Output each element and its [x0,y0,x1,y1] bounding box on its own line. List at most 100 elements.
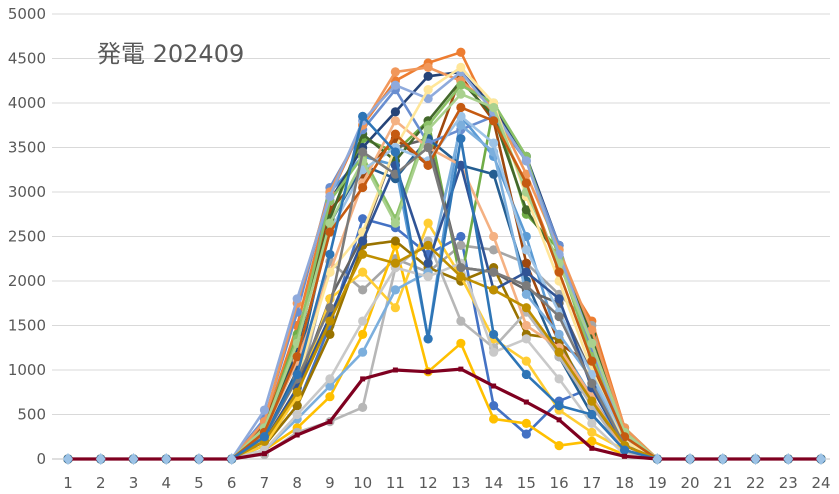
series-line [66,66,823,461]
series-line [66,115,823,461]
data-point [521,245,531,255]
data-point [292,409,302,420]
data-point [390,116,400,126]
data-point [327,419,333,425]
x-tick-label: 3 [129,474,139,492]
data-point [489,116,499,126]
data-point [423,125,433,135]
data-point [554,312,564,322]
series-line [66,75,823,461]
data-point [423,142,433,153]
series-line [66,137,823,461]
series-line [66,70,823,461]
y-tick-label: 500 [17,406,46,424]
data-point [423,160,433,170]
data-point [456,160,466,170]
series-8 [63,71,826,464]
data-point [456,47,466,57]
data-point [521,356,531,366]
data-point [325,374,335,384]
data-point [489,401,499,411]
data-point [358,249,368,259]
data-point [587,356,597,366]
data-point [489,169,499,179]
data-point [521,156,531,166]
series-24 [63,89,826,464]
series-line [66,124,823,461]
data-point [325,249,335,259]
data-point [554,294,564,304]
data-point [360,376,366,382]
data-point [358,402,368,412]
x-tick-label: 9 [325,474,335,492]
data-point [587,378,597,388]
series-line [66,66,823,461]
data-point [554,441,564,451]
series-group [63,47,826,465]
data-point [456,271,466,282]
data-point [259,432,270,442]
data-point [587,409,597,420]
data-point [358,111,368,121]
y-tick-label: 0 [36,450,46,468]
data-point [456,80,466,90]
series-23 [63,111,826,464]
data-point [521,369,531,380]
data-point [390,129,400,139]
data-point [325,191,335,202]
data-point [325,316,335,326]
y-tick-label: 4000 [8,94,46,112]
data-point [358,316,368,326]
data-point [226,453,237,465]
data-point [521,280,531,291]
data-point [456,338,466,348]
data-point [390,285,400,295]
data-point [489,231,499,242]
data-point [587,436,597,446]
data-point [390,236,400,246]
data-point [456,316,466,326]
data-point [325,381,335,391]
x-tick-label: 6 [227,474,237,492]
data-point [423,240,433,250]
series-line [66,367,823,461]
series-line [66,70,823,461]
data-point [390,303,400,313]
series-19 [63,67,826,464]
data-point [587,338,597,348]
series-line [66,217,823,461]
y-tick-label: 5000 [8,5,46,23]
data-point [390,147,400,157]
data-point [358,182,368,193]
data-point [259,405,270,415]
data-point [489,329,499,339]
x-tick-label: 8 [292,474,302,492]
data-point [489,102,499,113]
data-point [521,429,531,439]
series-line [66,83,823,461]
data-point [587,427,597,437]
series-line [66,137,823,461]
data-point [652,453,663,465]
data-point [423,71,433,81]
data-point [390,67,400,77]
data-point [750,453,761,465]
data-point [423,258,433,268]
y-tick-label: 1000 [8,361,46,379]
data-point [587,396,597,406]
data-point [589,445,595,451]
data-point [392,367,398,373]
data-point [554,401,564,411]
series-27 [63,142,826,464]
data-point [521,418,531,428]
data-point [128,453,139,465]
data-point [521,320,531,331]
data-point [489,347,499,357]
y-tick-label: 3500 [8,139,46,157]
data-point [521,289,531,299]
data-point [358,236,368,246]
data-point [358,147,368,157]
data-point [456,231,466,242]
data-point [521,205,531,215]
